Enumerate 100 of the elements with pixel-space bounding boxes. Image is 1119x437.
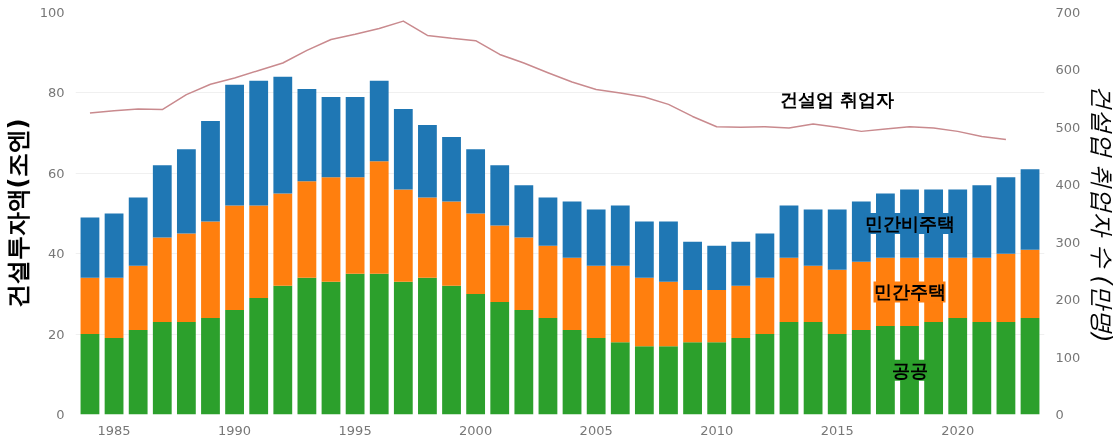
bar (683, 289, 702, 343)
bar (996, 322, 1016, 415)
y2-tick-label: 700 (1055, 5, 1081, 20)
bar (369, 161, 389, 274)
bar (321, 177, 341, 282)
bar (634, 346, 654, 415)
bar (514, 185, 534, 238)
bar (851, 261, 871, 331)
bar (586, 209, 606, 266)
bar (562, 201, 582, 258)
bar (803, 322, 823, 415)
bar (1020, 169, 1040, 250)
bar (490, 165, 510, 226)
x-tick-label: 2010 (700, 422, 734, 437)
bar (201, 121, 220, 222)
bar (996, 253, 1016, 323)
bar (634, 221, 654, 278)
bar (562, 330, 582, 415)
x-tick-label: 2005 (579, 422, 613, 437)
bar (948, 257, 968, 319)
bar (225, 84, 244, 206)
series-label: 민간비주택 (864, 213, 955, 235)
bar (321, 281, 341, 415)
x-tick-label: 2000 (459, 422, 493, 437)
bar (176, 233, 196, 323)
bar (442, 285, 461, 415)
bar (393, 189, 413, 282)
bar (321, 96, 341, 178)
bar (1020, 249, 1040, 319)
y-tick-label: 0 (56, 407, 65, 422)
series-label: 민간주택 (873, 281, 946, 303)
bar (345, 177, 365, 274)
bar (683, 342, 702, 415)
bar (731, 285, 751, 339)
bar (418, 277, 437, 415)
y-tick-label: 100 (39, 5, 65, 20)
bar (755, 233, 775, 278)
bar (490, 225, 510, 302)
bar (249, 297, 269, 415)
bar (827, 334, 847, 415)
bar (249, 80, 269, 206)
bar (659, 346, 678, 415)
bar (586, 338, 606, 415)
y-tick-label: 40 (47, 246, 65, 262)
bar (128, 197, 148, 266)
bar (393, 108, 413, 190)
bar (659, 221, 678, 282)
bar (176, 149, 196, 234)
bar (176, 322, 196, 415)
bar (152, 322, 172, 415)
bar (610, 342, 630, 415)
bar (610, 205, 630, 266)
bar (707, 289, 727, 343)
bar (466, 213, 486, 294)
bar (659, 281, 678, 347)
series-label: 공공 (891, 359, 928, 381)
bar (731, 338, 751, 415)
bar (490, 301, 510, 415)
bar (972, 185, 992, 258)
bar (152, 165, 172, 238)
bar (586, 265, 606, 339)
bar (803, 209, 823, 266)
bar (779, 205, 799, 258)
bar (562, 257, 582, 331)
line-series (89, 20, 1007, 141)
bar (297, 88, 317, 182)
bar (803, 265, 823, 323)
bar (538, 197, 558, 246)
y2-axis-title: 건설업 취업자 수 (만명) (1088, 84, 1117, 343)
bar (273, 76, 293, 194)
bar (827, 269, 847, 335)
bar (369, 273, 389, 415)
bar (683, 241, 702, 290)
y2-tick-label: 400 (1055, 177, 1081, 193)
bar (1020, 318, 1040, 415)
x-tick-label: 1990 (218, 422, 252, 437)
bar (779, 322, 799, 415)
bar (466, 149, 486, 214)
bar (948, 318, 968, 415)
bar (996, 177, 1016, 254)
bar (442, 201, 461, 286)
y2-tick-label: 100 (1055, 349, 1081, 365)
bar (104, 213, 124, 278)
y2-tick-label: 500 (1055, 119, 1081, 135)
bar (225, 205, 244, 310)
bar (104, 277, 124, 339)
y2-tick-label: 300 (1055, 234, 1081, 250)
bar (707, 245, 727, 290)
x-tick-label: 1995 (338, 422, 372, 437)
x-tick-label: 2020 (941, 422, 975, 437)
bar (152, 237, 172, 323)
x-tick-label: 2015 (820, 422, 854, 437)
bar (225, 309, 244, 415)
series-label: 건설업 취업자 (780, 88, 895, 110)
y2-tick-label: 0 (1055, 407, 1064, 422)
bar (369, 80, 389, 162)
bar (80, 217, 100, 278)
bar (634, 277, 654, 347)
y-tick-label: 20 (47, 326, 65, 342)
y2-tick-label: 200 (1055, 292, 1081, 308)
